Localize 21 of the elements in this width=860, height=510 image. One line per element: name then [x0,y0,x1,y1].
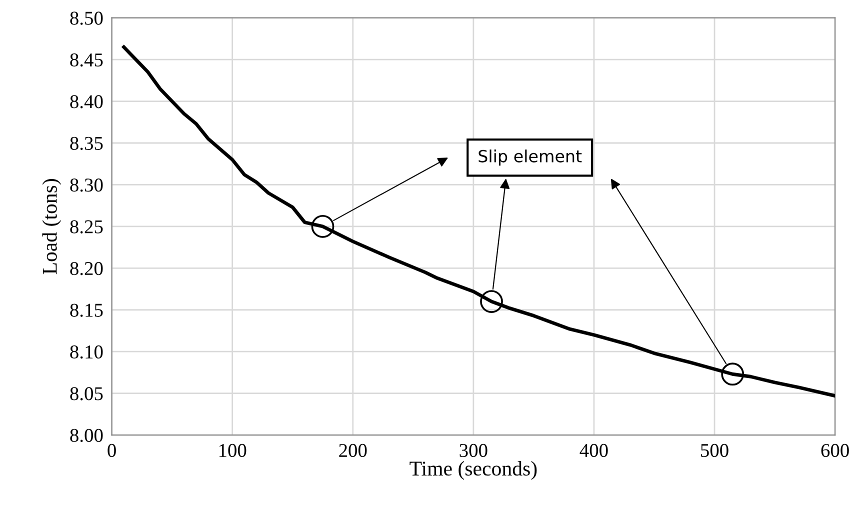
y-tick-label: 8.50 [70,12,103,25]
x-tick-label: 200 [339,444,367,458]
x-tick-label: 0 [108,444,116,458]
x-tick-label: 400 [580,444,608,458]
x-tick-label: 600 [821,444,849,458]
y-tick-label: 8.40 [70,95,103,108]
x-tick-label: 100 [219,444,246,458]
y-tick-label: 8.45 [70,53,103,67]
y-tick-label: 8.05 [70,387,103,400]
annotation: Slip element [478,150,582,166]
y-axis-title: Load (tons) [42,179,62,274]
y-tick-label: 8.00 [70,428,103,442]
x-tick-label: 300 [460,444,488,458]
y-tick-label: 8.35 [70,136,103,150]
y-tick-label: 8.20 [70,262,103,276]
y-tick-label: 8.10 [70,345,103,359]
y-tick-label: 8.15 [70,304,103,317]
x-axis-title: Time (seconds) [410,460,537,480]
y-tick-label: 8.30 [70,178,103,192]
y-tick-label: 8.25 [70,220,103,234]
x-tick-label: 500 [701,444,728,458]
